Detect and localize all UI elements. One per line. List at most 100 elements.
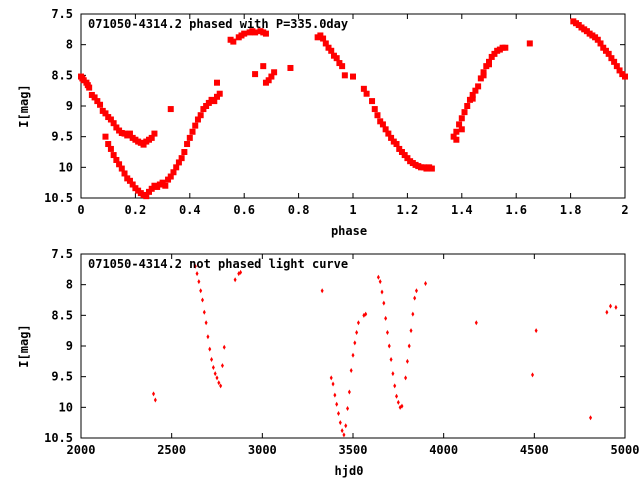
unphased-chart-title: 071050-4314.2 not phased light curve — [88, 257, 348, 271]
phased-data-point — [178, 155, 185, 162]
phased-data-point — [173, 164, 180, 171]
phased-data-point — [339, 63, 346, 70]
phased-x-tick-label: 0.4 — [179, 203, 201, 217]
unphased-x-tick-label: 3000 — [248, 443, 277, 457]
phased-data-point — [126, 130, 133, 137]
phased-data-point — [167, 173, 174, 180]
unphased-data-point — [589, 415, 593, 421]
phased-data-point — [322, 40, 329, 47]
phased-data-point — [464, 103, 471, 109]
unphased-data-point — [614, 304, 618, 310]
phased-data-point — [165, 176, 172, 183]
unphased-x-axis-label: hjd0 — [335, 464, 364, 478]
unphased-y-tick-label: 9 — [66, 339, 73, 353]
phased-data-point — [265, 77, 272, 84]
unphased-y-tick-label: 9.5 — [51, 370, 73, 384]
phased-data-point — [385, 130, 392, 137]
unphased-data-point — [193, 263, 197, 269]
unphased-y-axis-label: I[mag] — [17, 324, 31, 367]
phased-data-point — [200, 106, 207, 113]
phased-y-tick-label: 8.5 — [51, 68, 73, 82]
phased-data-point — [181, 149, 188, 155]
phased-data-point — [110, 120, 117, 127]
phased-y-tick-label: 10 — [59, 160, 73, 174]
phased-data-point — [404, 155, 411, 162]
unphased-y-tick-label: 10 — [59, 400, 73, 414]
phased-data-point — [86, 84, 93, 91]
unphased-data-point — [411, 311, 415, 317]
unphased-data-point — [333, 392, 337, 398]
unphased-data-point — [605, 309, 609, 315]
unphased-data-point — [217, 380, 221, 386]
unphased-data-point — [210, 356, 214, 362]
unphased-x-tick-label: 3500 — [339, 443, 368, 457]
unphased-data-point — [355, 330, 359, 336]
phased-data-point — [363, 90, 370, 97]
phased-x-tick-label: 2 — [621, 203, 628, 217]
unphased-data-point — [197, 279, 201, 285]
phased-y-axis-label: I[mag] — [17, 84, 31, 127]
unphased-data-point — [414, 288, 418, 294]
phased-data-point — [605, 50, 612, 57]
phased-data-point — [488, 53, 495, 60]
phased-data-point — [469, 91, 476, 98]
phased-data-points — [78, 18, 628, 200]
phased-data-point — [214, 79, 220, 86]
phased-data-point — [230, 38, 237, 45]
phased-data-point — [472, 87, 479, 94]
unphased-x-tick-label: 2000 — [67, 443, 96, 457]
phased-data-point — [129, 181, 136, 188]
phased-x-tick-label: 0.2 — [125, 203, 147, 217]
phased-data-point — [341, 72, 348, 79]
phased-data-point — [148, 134, 155, 141]
phased-data-point — [268, 73, 275, 80]
unphased-data-point — [336, 410, 340, 416]
phased-data-point — [159, 179, 166, 186]
phased-data-point — [491, 50, 498, 57]
phased-data-point — [456, 121, 463, 128]
phased-data-point — [602, 47, 609, 54]
unphased-data-point — [204, 320, 208, 326]
phased-data-point — [374, 112, 381, 119]
unphased-data-point — [349, 368, 353, 374]
unphased-data-point — [391, 371, 395, 377]
phased-data-point — [594, 36, 601, 43]
phased-data-point — [458, 115, 465, 122]
phased-data-point — [107, 145, 114, 152]
unphased-data-point — [382, 300, 386, 306]
phased-plot-frame — [80, 13, 626, 199]
phased-data-point — [480, 69, 487, 76]
phased-data-point — [113, 124, 120, 131]
phased-data-point — [110, 152, 117, 159]
phased-data-point — [477, 75, 484, 82]
phased-x-tick-label: 1.2 — [397, 203, 419, 217]
phased-data-point — [107, 116, 114, 123]
unphased-data-point — [152, 391, 156, 397]
phased-data-point — [175, 159, 182, 166]
unphased-light-curve-panel: 2000 2500 3000 3500 4000 4500 5000 7.5 8 8.5 9 9.5 1… — [17, 247, 639, 478]
phased-data-point — [458, 126, 465, 133]
phased-data-point — [105, 141, 112, 148]
phased-x-tick-label: 1 — [349, 203, 356, 217]
phased-data-point — [616, 67, 623, 74]
unphased-data-point — [400, 403, 404, 409]
unphased-data-point — [395, 393, 399, 399]
phased-data-point — [186, 134, 193, 141]
phased-data-point — [148, 185, 155, 192]
phased-data-point — [333, 55, 340, 62]
unphased-data-point — [407, 343, 411, 349]
phased-data-point — [371, 106, 378, 113]
phased-x-tick-label: 1.8 — [560, 203, 582, 217]
unphased-data-point — [331, 381, 335, 387]
unphased-data-point — [211, 364, 215, 370]
phased-x-tick-label: 0.6 — [233, 203, 255, 217]
phased-data-point — [102, 110, 109, 117]
phased-data-point — [126, 177, 133, 184]
unphased-data-point — [222, 344, 226, 350]
phased-data-point — [317, 32, 324, 39]
phased-data-point — [350, 73, 356, 80]
phased-data-point — [184, 141, 191, 148]
phased-data-point — [369, 98, 376, 105]
phased-y-tick-label: 8 — [66, 38, 73, 52]
phased-data-point — [480, 72, 487, 79]
